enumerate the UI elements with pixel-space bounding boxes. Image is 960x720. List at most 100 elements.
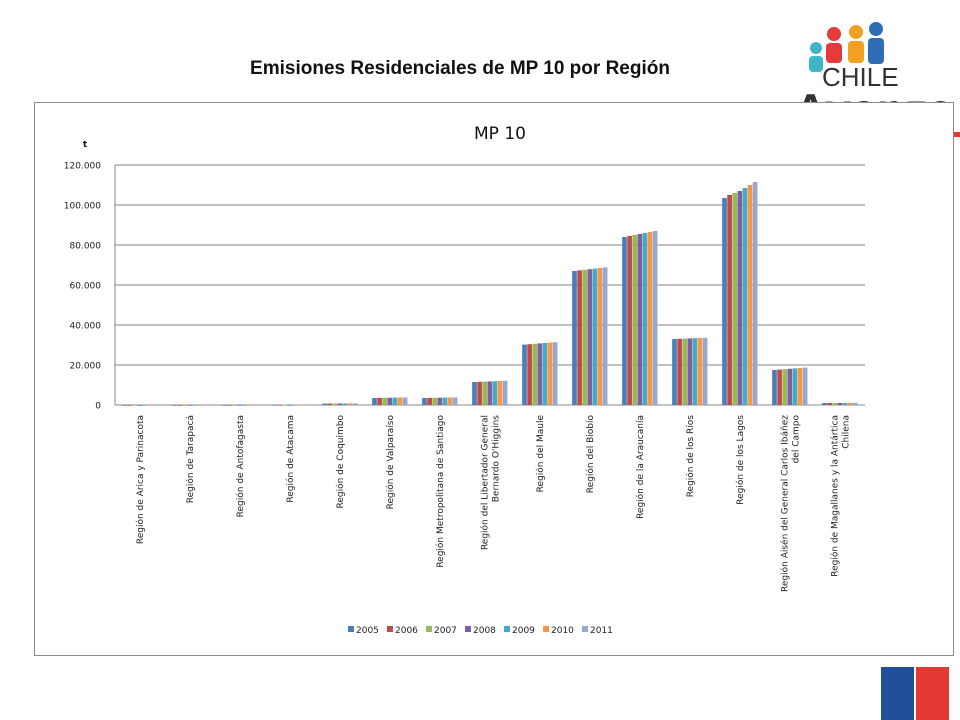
bar-2005-cat3 [272, 404, 277, 406]
bar-2011-cat2 [252, 404, 258, 406]
logo-chile-text: CHILE [822, 62, 899, 92]
bar-2010-cat7 [497, 381, 503, 405]
bar-2011-cat13 [802, 367, 808, 405]
bar-2011-cat6 [452, 397, 458, 405]
legend-swatch-2007 [426, 626, 432, 632]
bar-2010-cat9 [597, 268, 603, 405]
bar-2009-cat9 [592, 268, 598, 405]
bar-2006-cat6 [427, 397, 432, 405]
chart-svg: MP 10 t 0 20.000 40.000 60.000 80.000 100.000 12… [64, 124, 865, 636]
bar-2008-cat12 [737, 191, 743, 405]
legend-label-2008: 2008 [473, 626, 496, 636]
slide-title: Emisiones Residenciales de MP 10 por Reg… [250, 58, 670, 79]
bar-2011-cat11 [702, 337, 708, 405]
bar-2010-cat8 [547, 342, 553, 405]
bar-2008-cat5 [387, 397, 393, 405]
bar-2010-cat5 [397, 397, 403, 405]
x-tick-label: Región del Maule [535, 415, 546, 493]
bar-2008-cat6 [437, 397, 443, 405]
bar-2009-cat2 [242, 404, 248, 406]
bar-2007-cat13 [782, 369, 788, 405]
bar-2006-cat5 [377, 397, 382, 405]
x-tick-label: Región de los Ríos [685, 415, 696, 498]
bar-2009-cat13 [792, 368, 798, 405]
bar-2007-cat12 [732, 193, 738, 405]
bar-2007-cat5 [382, 397, 388, 405]
y-tick-label: 0 [95, 402, 101, 412]
bar-2011-cat9 [602, 267, 608, 405]
y-tick-label: 20.000 [70, 362, 102, 372]
x-tick-label: Región de la Araucanía [635, 415, 646, 519]
bar-2008-cat9 [587, 269, 593, 405]
bar-2009-cat5 [392, 397, 398, 405]
bar-2009-cat3 [292, 404, 298, 406]
bar-2006-cat3 [277, 404, 282, 406]
bar-2005-cat4 [322, 403, 327, 405]
y-tick-label: 120.000 [64, 162, 101, 172]
bar-2005-cat10 [622, 237, 627, 405]
bar-2006-cat2 [227, 404, 232, 406]
x-tick-label: Región de Valparaíso [385, 415, 396, 510]
legend-label-2010: 2010 [551, 626, 574, 636]
chile-flag-icon [881, 667, 949, 720]
flag-red-block [916, 667, 949, 720]
bar-2006-cat14 [827, 403, 832, 405]
bar-2005-cat12 [722, 198, 727, 405]
x-tick-label: del Campo [792, 415, 802, 464]
legend-swatch-2011 [582, 626, 588, 632]
bar-2005-cat1 [172, 404, 177, 406]
bar-2006-cat12 [727, 195, 732, 405]
bar-2010-cat0 [147, 404, 153, 406]
bar-2007-cat3 [282, 404, 288, 406]
legend-swatch-2006 [387, 626, 393, 632]
chart-title: MP 10 [474, 124, 526, 144]
bar-2005-cat5 [372, 398, 377, 405]
bar-2011-cat7 [502, 380, 508, 405]
bar-2007-cat6 [432, 397, 438, 405]
y-tick-label: 80.000 [70, 242, 102, 252]
bar-2008-cat0 [137, 404, 143, 406]
bar-2007-cat9 [582, 269, 588, 405]
bar-2005-cat6 [422, 398, 427, 405]
legend-swatch-2010 [543, 626, 549, 632]
bar-2010-cat4 [347, 403, 353, 405]
bar-2008-cat14 [837, 402, 843, 405]
bar-2006-cat9 [577, 270, 582, 405]
legend-label-2006: 2006 [395, 626, 418, 636]
bar-2007-cat8 [532, 343, 538, 405]
x-tick-label: Región del Biobío [585, 415, 596, 494]
bar-2010-cat14 [847, 402, 853, 405]
bar-2007-cat2 [232, 404, 238, 406]
bar-2009-cat10 [642, 233, 648, 405]
chart-frame: MP 10 t 0 20.000 40.000 60.000 80.000 100.000 12… [34, 102, 954, 656]
y-tick-label: 40.000 [70, 322, 102, 332]
bar-2005-cat8 [522, 344, 527, 405]
y-tick-label: 60.000 [70, 282, 102, 292]
bar-2011-cat0 [152, 404, 158, 406]
y-axis-label: t [83, 140, 88, 150]
bar-2005-cat2 [222, 404, 227, 406]
bar-2010-cat2 [247, 404, 253, 406]
x-tick-label: Región de Magallanes y la Antártica [830, 415, 841, 577]
bar-2006-cat8 [527, 344, 532, 405]
legend-swatch-2005 [348, 626, 354, 632]
y-tick-label: 100.000 [64, 202, 101, 212]
bar-2007-cat7 [482, 381, 488, 405]
bar-2011-cat8 [552, 342, 558, 405]
bar-2009-cat14 [842, 402, 848, 405]
bar-2008-cat8 [537, 343, 543, 405]
bar-2006-cat7 [477, 381, 482, 405]
bar-2010-cat11 [697, 338, 703, 405]
x-tick-label: Región de Arica y Parinacota [135, 415, 146, 544]
bar-2006-cat11 [677, 338, 682, 405]
bar-2010-cat13 [797, 368, 803, 405]
bar-2009-cat12 [742, 188, 748, 405]
legend-label-2007: 2007 [434, 626, 457, 636]
bar-2009-cat8 [542, 343, 548, 405]
x-tick-label: Región de Atacama [285, 415, 296, 503]
x-tick-label: Región de los Lagos [735, 415, 746, 505]
x-tick-label: Región de Coquimbo [335, 415, 346, 509]
bar-2010-cat10 [647, 232, 653, 405]
bar-2005-cat0 [122, 404, 127, 406]
bar-2007-cat4 [332, 403, 338, 405]
